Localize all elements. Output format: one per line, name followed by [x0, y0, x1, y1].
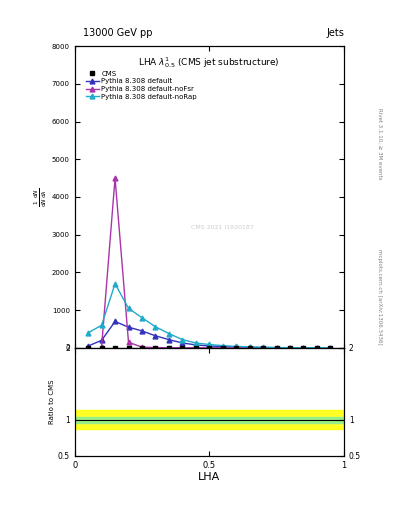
- Text: Jets: Jets: [326, 28, 344, 38]
- Text: LHA $\lambda^{1}_{0.5}$ (CMS jet substructure): LHA $\lambda^{1}_{0.5}$ (CMS jet substru…: [138, 55, 280, 70]
- Text: Rivet 3.1.10, ≥ 3M events: Rivet 3.1.10, ≥ 3M events: [377, 108, 382, 179]
- X-axis label: LHA: LHA: [198, 472, 220, 482]
- Text: CMS 2021 I1920187: CMS 2021 I1920187: [191, 225, 254, 230]
- Text: mcplots.cern.ch [arXiv:1306.3436]: mcplots.cern.ch [arXiv:1306.3436]: [377, 249, 382, 345]
- Y-axis label: Ratio to CMS: Ratio to CMS: [49, 379, 55, 424]
- Legend: CMS, Pythia 8.308 default, Pythia 8.308 default-noFsr, Pythia 8.308 default-noRa: CMS, Pythia 8.308 default, Pythia 8.308 …: [86, 71, 197, 100]
- Y-axis label: $\frac{1}{\mathrm{d}N}\frac{\mathrm{d}N}{\mathrm{d}\lambda}$: $\frac{1}{\mathrm{d}N}\frac{\mathrm{d}N}…: [33, 187, 49, 207]
- Text: 13000 GeV pp: 13000 GeV pp: [83, 28, 152, 38]
